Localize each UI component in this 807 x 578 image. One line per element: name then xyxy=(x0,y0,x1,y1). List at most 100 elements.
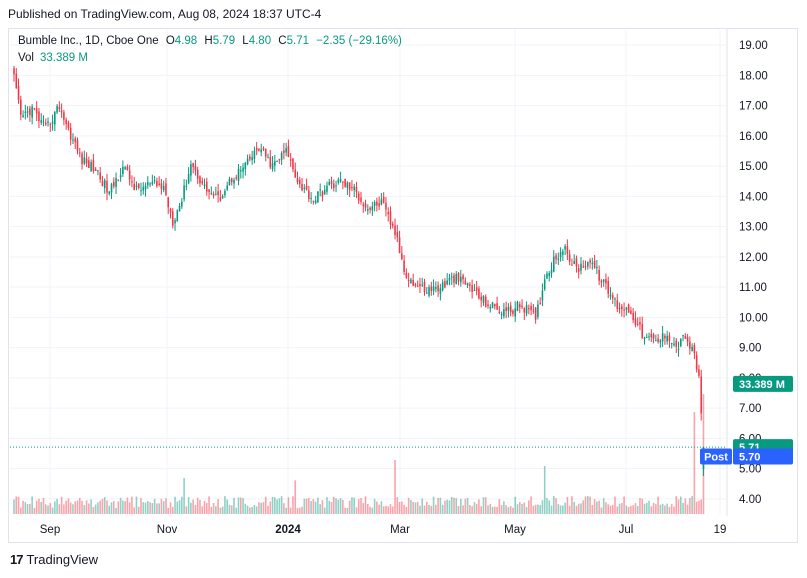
volume-bar xyxy=(639,498,641,514)
candle-body xyxy=(423,281,426,293)
candle-body xyxy=(661,333,664,342)
volume-bar xyxy=(162,501,165,514)
candle-body xyxy=(260,149,263,153)
volume-bar xyxy=(482,497,485,514)
candle-body xyxy=(262,148,265,150)
candle-body xyxy=(122,166,124,175)
chart-frame[interactable] xyxy=(8,28,798,543)
candle-body xyxy=(382,196,385,203)
chart-legend: Bumble Inc., 1D, Cboe One O4.98 H5.79 L4… xyxy=(18,35,402,47)
low-label: L xyxy=(242,35,249,47)
candle-body xyxy=(589,260,591,263)
volume-bar xyxy=(557,504,560,514)
candle-body xyxy=(235,177,238,179)
volume-bar xyxy=(135,496,138,514)
candle-body xyxy=(67,122,70,129)
volume-bar xyxy=(432,496,435,514)
volume-bar xyxy=(224,496,226,514)
volume-bar xyxy=(373,498,376,514)
volume-bar xyxy=(17,496,20,514)
candle-body xyxy=(444,281,446,288)
volume-bar xyxy=(475,503,478,514)
candle-body xyxy=(162,185,165,191)
candle-body xyxy=(691,346,693,352)
volume-bar xyxy=(305,498,308,514)
volume-bar xyxy=(591,504,594,514)
volume-bar xyxy=(414,502,417,514)
volume-bar xyxy=(280,496,283,514)
candle-body xyxy=(634,318,637,325)
volume-bar xyxy=(29,503,31,514)
volume-bar xyxy=(151,503,154,514)
candle-body xyxy=(380,199,383,205)
volume-bar xyxy=(609,505,612,514)
candle-body xyxy=(308,190,310,199)
candle-body xyxy=(700,376,702,414)
volume-bar xyxy=(505,505,507,514)
candle-body xyxy=(40,120,43,123)
volume-bar xyxy=(398,501,401,514)
candle-body xyxy=(580,263,582,271)
candle-body xyxy=(677,348,680,350)
volume-bar xyxy=(401,501,403,514)
volume-bar xyxy=(698,500,700,514)
candle-body xyxy=(484,296,487,307)
volume-bar xyxy=(319,504,321,514)
volume-bar xyxy=(60,496,63,514)
candle-body xyxy=(371,206,374,211)
volume-bar xyxy=(346,507,349,514)
volume-bar xyxy=(675,496,678,514)
volume-bar xyxy=(670,504,673,514)
candle-body xyxy=(528,308,530,310)
candle-body xyxy=(60,110,63,113)
volume-bar xyxy=(598,500,600,514)
volume-bar xyxy=(541,500,544,514)
candle-body xyxy=(600,280,603,283)
candle-body xyxy=(394,225,396,236)
candle-body xyxy=(151,181,154,185)
volume-bar xyxy=(462,505,464,514)
candle-body xyxy=(44,122,47,125)
published-caption: Published on TradingView.com, Aug 08, 20… xyxy=(8,7,322,21)
volume-bar xyxy=(140,498,142,514)
candle-body xyxy=(147,182,149,186)
candle-body xyxy=(128,170,131,180)
volume-bar xyxy=(97,502,99,514)
volume-bar xyxy=(693,412,696,514)
candle-body xyxy=(144,185,147,190)
candle-body xyxy=(81,153,83,165)
volume-bar xyxy=(276,499,278,514)
candle-body xyxy=(521,305,523,308)
close-value: 5.71 xyxy=(286,35,309,47)
candle-body xyxy=(496,303,498,310)
candle-body xyxy=(514,308,517,317)
candle-body xyxy=(228,179,231,186)
volume-bar xyxy=(525,507,528,514)
volume-bar xyxy=(616,506,619,514)
candle-body xyxy=(446,280,448,285)
candle-body xyxy=(362,204,365,207)
candle-body xyxy=(264,148,267,157)
candle-body xyxy=(421,284,424,286)
volume-bar xyxy=(543,466,546,514)
volume-bar xyxy=(42,497,45,514)
volume-bar xyxy=(294,480,297,514)
volume-bar xyxy=(648,500,650,514)
candle-body xyxy=(74,138,77,143)
candle-body xyxy=(591,262,594,264)
volume-bar xyxy=(555,498,557,514)
y-tick-label: 11.00 xyxy=(739,282,767,294)
candle-body xyxy=(42,121,45,123)
candle-body xyxy=(353,186,355,191)
candle-body xyxy=(110,184,113,193)
candle-body xyxy=(509,305,512,313)
candle-body xyxy=(230,178,233,183)
candle-body xyxy=(346,182,349,188)
volume-bar xyxy=(117,501,120,514)
volume-bar xyxy=(128,502,131,514)
volume-bar xyxy=(548,500,551,514)
volume-bar xyxy=(498,499,501,514)
candle-body xyxy=(342,181,344,183)
volume-bar xyxy=(684,498,687,514)
